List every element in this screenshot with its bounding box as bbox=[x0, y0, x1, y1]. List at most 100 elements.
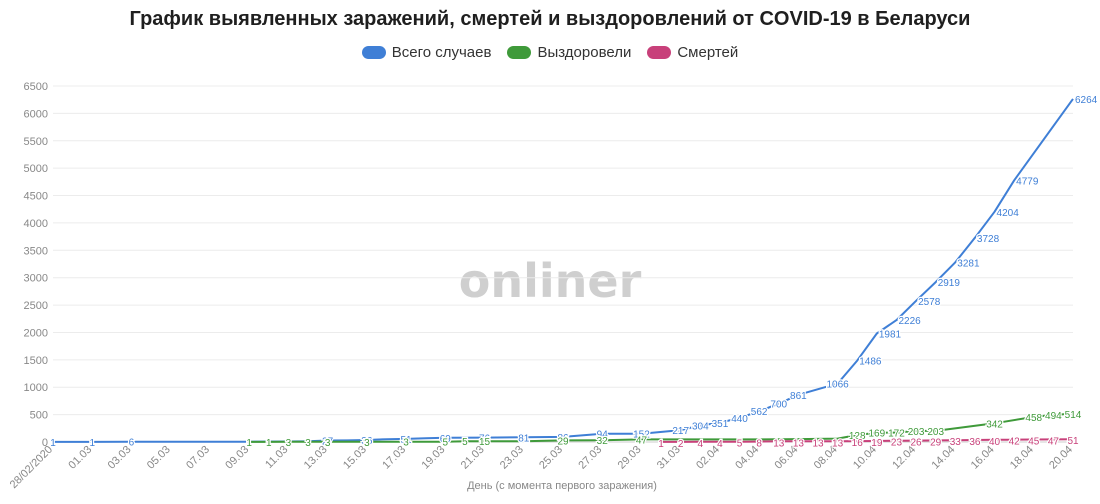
series-recovered-data-label: 172 bbox=[888, 429, 905, 440]
y-tick-label: 1000 bbox=[24, 382, 48, 394]
series-deaths-data-label: 13 bbox=[832, 438, 844, 449]
series-deaths-data-label: 13 bbox=[793, 438, 805, 449]
data-labels: 1 1 6 1 1 1 27 36 51 69 76 81 86 94 152 217 304 351 440562… bbox=[49, 94, 1099, 452]
series-recovered-line bbox=[249, 412, 1074, 443]
series-deaths-data-label: 40 bbox=[989, 437, 1001, 448]
y-tick-label: 4000 bbox=[24, 218, 48, 230]
legend-label-deaths: Смертей bbox=[677, 44, 739, 61]
y-tick-label: 4500 bbox=[24, 191, 48, 203]
series-total-cases-data-label: 1981 bbox=[879, 330, 902, 341]
series-total-cases-data-label: 86 bbox=[557, 433, 569, 444]
series-total-cases-data-label: 562 bbox=[751, 407, 768, 418]
series-recovered-data-label: 3 bbox=[364, 438, 370, 449]
y-tick-label: 6500 bbox=[24, 81, 48, 93]
legend-item-recovered[interactable]: Выздоровели bbox=[507, 44, 631, 61]
series-lines bbox=[53, 98, 1074, 443]
series-deaths-data-label: 29 bbox=[930, 437, 942, 448]
series-recovered-data-label: 3 bbox=[286, 438, 292, 449]
y-tick-label: 3000 bbox=[24, 273, 48, 285]
y-tick-label: 1500 bbox=[24, 355, 48, 367]
series-total-cases-data-label: 27 bbox=[322, 437, 334, 448]
y-tick-label: 2000 bbox=[24, 327, 48, 339]
series-total-cases-data-label: 51 bbox=[401, 435, 413, 446]
legend-label-recovered: Выздоровели bbox=[537, 44, 632, 61]
series-total-cases-data-label: 351 bbox=[712, 419, 729, 430]
series-recovered-data-label: 169 bbox=[869, 429, 886, 440]
series-deaths-data-label: 23 bbox=[891, 438, 903, 449]
x-tick-label: 23.03 bbox=[498, 444, 526, 472]
series-total-cases-data-label: 304 bbox=[692, 421, 709, 432]
series-recovered-data-label: 5 bbox=[443, 438, 449, 449]
series-total-cases-data-label: 2578 bbox=[918, 297, 941, 308]
legend-item-total[interactable]: Всего случаев bbox=[361, 44, 492, 61]
x-tick-label: 20.04 bbox=[1047, 444, 1075, 472]
series-recovered-data-label: 342 bbox=[986, 419, 1003, 430]
series-total-cases-line bbox=[53, 98, 1074, 443]
series-total-cases-data-label: 152 bbox=[633, 430, 650, 441]
legend-label-total: Всего случаев bbox=[391, 44, 492, 61]
series-total-cases-data-label: 3281 bbox=[957, 258, 980, 269]
x-tick-label: 27.03 bbox=[576, 444, 604, 472]
y-tick-label: 5000 bbox=[24, 163, 48, 175]
watermark-logo: onliner bbox=[459, 254, 642, 308]
series-total-cases-data-label: 69 bbox=[440, 434, 452, 445]
series-total-cases-data-label: 3728 bbox=[977, 234, 1000, 245]
series-total-cases-data-label: 1 bbox=[266, 438, 272, 449]
series-total-cases-data-label: 1486 bbox=[859, 357, 882, 368]
series-deaths-data-label: 51 bbox=[1067, 436, 1079, 447]
series-total-cases-data-label: 700 bbox=[770, 400, 787, 411]
series-recovered-data-label: 15 bbox=[479, 437, 491, 448]
x-tick-label: 05.03 bbox=[145, 444, 173, 472]
series-recovered-data-label: 32 bbox=[597, 436, 609, 447]
series-total-cases-data-label: 1066 bbox=[826, 380, 849, 391]
series-deaths-data-label: 42 bbox=[1009, 437, 1021, 448]
x-tick-label: 07.03 bbox=[184, 444, 212, 472]
series-recovered-data-label: 3 bbox=[403, 438, 409, 449]
series-recovered-data-label: 5 bbox=[462, 437, 468, 448]
series-deaths-line bbox=[661, 438, 1074, 443]
legend-swatch-recovered bbox=[507, 46, 532, 59]
x-tick-label: 18.04 bbox=[1008, 444, 1036, 472]
y-tick-label: 6000 bbox=[24, 108, 48, 120]
series-recovered-data-label: 1 bbox=[266, 438, 272, 449]
series-total-cases-data-label: 4204 bbox=[997, 208, 1020, 219]
series-total-cases-data-label: 861 bbox=[790, 391, 807, 402]
legend: Всего случаев Выздоровели Смертей bbox=[0, 44, 1100, 61]
series-recovered-data-label: 494 bbox=[1045, 411, 1062, 422]
series-deaths-data-label: 16 bbox=[852, 438, 864, 449]
series-total-cases-data-label: 2226 bbox=[898, 316, 921, 327]
series-recovered-data-label: 514 bbox=[1065, 410, 1082, 421]
legend-swatch-total bbox=[361, 46, 386, 59]
series-total-cases-data-label: 1 bbox=[246, 438, 252, 449]
series-recovered-data-label: 203 bbox=[927, 427, 944, 438]
series-total-cases-data-label: 81 bbox=[518, 433, 530, 444]
series-deaths-data-label: 13 bbox=[812, 438, 824, 449]
series-deaths-data-label: 1 bbox=[658, 439, 664, 450]
series-total-cases-data-label: 4779 bbox=[1016, 176, 1039, 187]
x-tick-label: 28/02/2020 bbox=[8, 444, 55, 491]
series-deaths-data-label: 47 bbox=[1048, 436, 1060, 447]
series-deaths-data-label: 36 bbox=[969, 437, 981, 448]
series-recovered-data-label: 203 bbox=[908, 427, 925, 438]
series-total-cases-data-label: 1 bbox=[89, 438, 95, 449]
series-total-cases-data-label: 94 bbox=[597, 430, 609, 441]
y-tick-label: 2500 bbox=[24, 300, 48, 312]
series-deaths-data-label: 45 bbox=[1028, 437, 1040, 448]
series-total-cases-data-label: 2919 bbox=[938, 278, 961, 289]
y-tick-label: 500 bbox=[30, 410, 48, 422]
legend-item-deaths[interactable]: Смертей bbox=[647, 44, 738, 61]
series-total-cases-data-label: 1 bbox=[286, 438, 292, 449]
series-total-cases-data-label: 6 bbox=[129, 438, 135, 449]
y-axis: 0 500 1000 1500 2000 2500 3000 3500 4000 4500 5000… bbox=[24, 81, 48, 449]
series-deaths-data-label: 33 bbox=[950, 437, 962, 448]
y-tick-label: 5500 bbox=[24, 136, 48, 148]
series-deaths-data-label: 13 bbox=[773, 438, 785, 449]
series-total-cases-data-label: 36 bbox=[361, 436, 373, 447]
series-total-cases-data-label: 440 bbox=[731, 414, 748, 425]
series-deaths-data-label: 4 bbox=[717, 439, 723, 450]
series-deaths-data-label: 19 bbox=[871, 438, 883, 449]
series-deaths-data-label: 4 bbox=[698, 439, 704, 450]
series-total-cases-data-label: 6264 bbox=[1075, 95, 1098, 106]
series-deaths-data-label: 8 bbox=[756, 439, 762, 450]
